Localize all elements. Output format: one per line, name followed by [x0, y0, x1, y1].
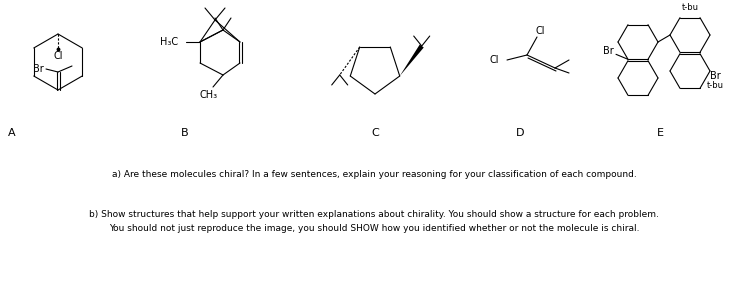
Text: You should not just reproduce the image, you should SHOW how you identified whet: You should not just reproduce the image,… [109, 224, 639, 233]
Text: B: B [181, 128, 189, 138]
Text: CH₃: CH₃ [200, 90, 218, 100]
Text: Cl: Cl [536, 26, 545, 36]
Text: t-bu: t-bu [706, 81, 724, 90]
Text: Br: Br [709, 71, 721, 81]
Text: b) Show structures that help support your written explanations about chirality. : b) Show structures that help support you… [89, 210, 659, 219]
Text: C: C [371, 128, 379, 138]
Text: t-bu: t-bu [682, 3, 699, 12]
Text: a) Are these molecules chiral? In a few sentences, explain your reasoning for yo: a) Are these molecules chiral? In a few … [112, 170, 637, 179]
Text: H₃C: H₃C [160, 37, 178, 47]
Text: A: A [8, 128, 16, 138]
Text: Br: Br [33, 64, 43, 74]
Polygon shape [400, 45, 424, 76]
Text: Br: Br [603, 46, 613, 56]
Text: Cl: Cl [490, 55, 499, 65]
Text: D: D [516, 128, 524, 138]
Text: Cl: Cl [53, 51, 63, 61]
Text: E: E [657, 128, 664, 138]
